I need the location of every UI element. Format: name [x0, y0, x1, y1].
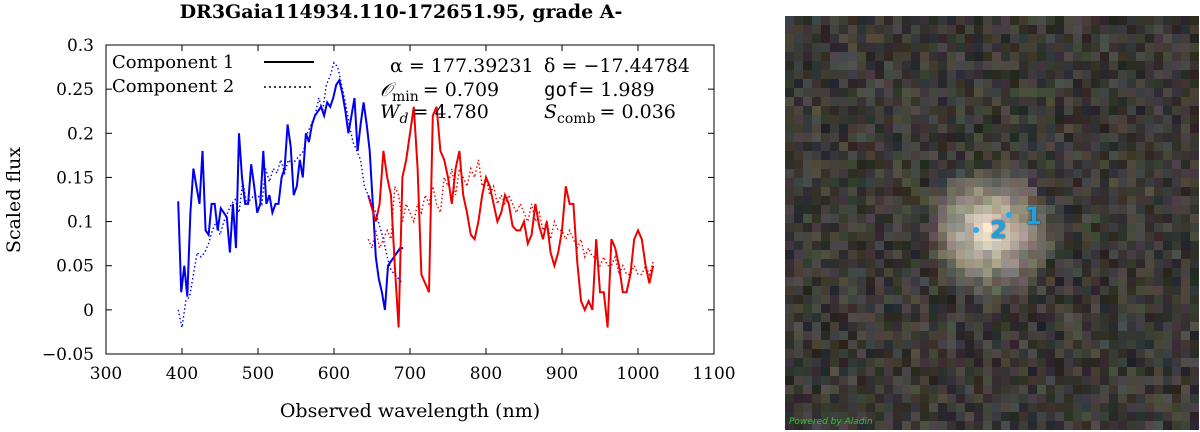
legend: Component 1 Component 2: [112, 52, 314, 97]
star-label-1: 1: [1025, 202, 1042, 230]
legend-label-component-2: Component 2: [112, 76, 234, 97]
x-tick-label: 500: [242, 364, 274, 384]
x-tick-label: 600: [318, 364, 350, 384]
y-tick-label: 0.3: [67, 36, 94, 56]
x-tick-label: 800: [470, 364, 502, 384]
star-marker-1: [1006, 212, 1012, 218]
y-tick-label: 0.1: [67, 213, 94, 233]
legend-label-component-1: Component 1: [112, 52, 234, 73]
x-tick-label: 1000: [616, 364, 659, 384]
sky-image-panel[interactable]: 2 1 Powered by Aladin: [785, 16, 1199, 430]
y-tick-label: −0.05: [42, 345, 94, 365]
series-layer: [177, 61, 655, 328]
x-tick-label: 300: [90, 364, 122, 384]
annotation-omin: 𝒪min = 0.709: [380, 79, 499, 105]
x-tick-label: 400: [166, 364, 198, 384]
powered-by-aladin[interactable]: Powered by Aladin: [789, 417, 873, 427]
x-axis-label: Observed wavelength (nm): [280, 400, 540, 422]
y-axis-label: Scaled flux: [3, 147, 25, 253]
annotation-scomb: Scomb = 0.036: [544, 101, 676, 127]
annotation-dec: δ = −17.44784: [544, 55, 690, 77]
y-tick-label: 0.15: [56, 168, 94, 188]
spectrum-chart: DR3Gaia114934.110-172651.95, grade A- 30…: [3, 1, 736, 422]
x-tick-label: 900: [546, 364, 578, 384]
series-line-component-1-blue: [177, 77, 404, 311]
x-tick-label: 1100: [692, 364, 735, 384]
annotation-wd: Wd = 4.780: [380, 101, 489, 127]
axis-ticks: 300 400 500 600 700 800 900 1000 1100 −0.05 0 0.05 0…: [42, 36, 736, 384]
annotation-ra: α = 177.39231: [390, 55, 534, 77]
y-tick-label: 0.2: [67, 124, 94, 144]
x-tick-label: 700: [394, 364, 426, 384]
annotation-gof: gof= 1.989: [544, 79, 655, 101]
y-tick-label: 0: [83, 301, 94, 321]
y-tick-label: 0.25: [56, 80, 94, 100]
series-line-component-1-red: [367, 106, 655, 328]
star-label-2: 2: [990, 216, 1007, 244]
sky-mosaic-image: [785, 16, 1199, 430]
star-marker-2: [973, 227, 979, 233]
y-tick-label: 0.05: [56, 257, 94, 277]
fit-annotations: α = 177.39231 δ = −17.44784 𝒪min = 0.709 …: [380, 55, 690, 127]
chart-title: DR3Gaia114934.110-172651.95, grade A-: [180, 1, 623, 23]
